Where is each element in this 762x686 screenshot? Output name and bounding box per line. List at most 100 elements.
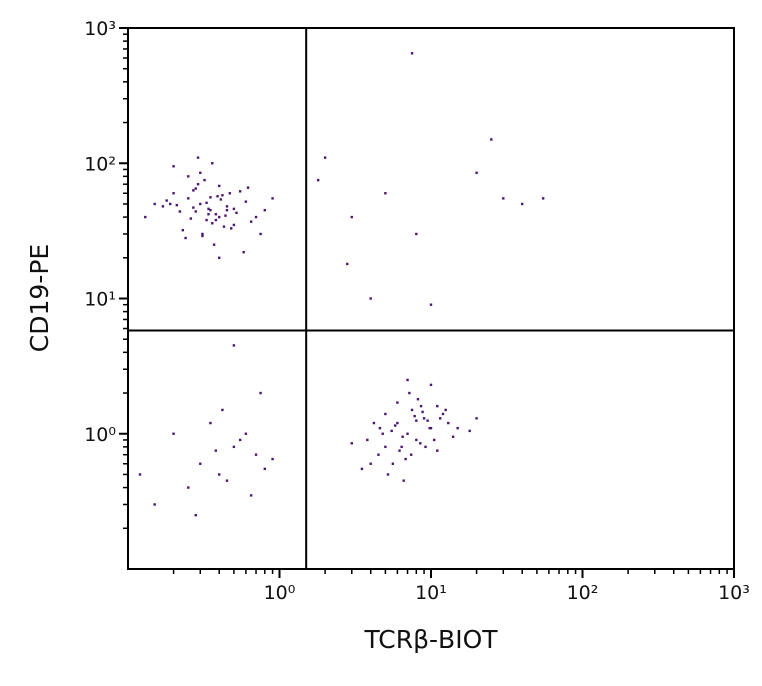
point: [384, 412, 387, 416]
point: [194, 210, 197, 213]
x-tick-label: 10¹: [415, 582, 447, 604]
point: [409, 453, 413, 456]
point: [475, 417, 478, 420]
point: [521, 202, 524, 206]
point: [194, 513, 197, 517]
point: [346, 262, 349, 266]
point: [426, 419, 429, 422]
point: [384, 192, 387, 195]
point: [429, 383, 433, 387]
point: [219, 198, 223, 201]
point: [161, 205, 165, 208]
point: [214, 218, 218, 222]
x-tick-label: 10⁰: [264, 582, 296, 604]
point: [232, 207, 236, 211]
point: [153, 202, 156, 206]
point: [444, 408, 447, 412]
point: [259, 391, 262, 395]
point: [165, 199, 168, 202]
point: [436, 449, 439, 452]
point: [422, 417, 426, 420]
point: [378, 426, 382, 430]
point: [175, 203, 179, 207]
point: [218, 473, 221, 476]
point: [228, 192, 232, 195]
point: [209, 208, 212, 212]
point: [222, 225, 226, 228]
y-tick-label: 10¹: [84, 289, 116, 311]
point: [207, 213, 210, 216]
point: [216, 195, 219, 198]
point: [271, 457, 274, 461]
point: [429, 303, 433, 306]
point: [415, 419, 418, 422]
point: [456, 426, 459, 430]
point: [244, 200, 248, 203]
x-axis-title: TCRβ-BIOT: [363, 625, 498, 654]
point: [502, 197, 505, 200]
point: [406, 432, 409, 435]
point: [189, 217, 193, 220]
point: [242, 250, 245, 254]
point: [221, 194, 224, 197]
point: [192, 206, 195, 209]
point: [416, 398, 420, 401]
point: [169, 202, 172, 206]
point: [205, 218, 208, 222]
point: [235, 211, 238, 215]
point: [187, 175, 190, 178]
point: [211, 162, 214, 165]
point: [490, 138, 493, 141]
point: [433, 438, 436, 442]
point: [402, 479, 405, 482]
point: [381, 432, 384, 435]
point: [372, 421, 376, 425]
point: [232, 223, 236, 227]
x-tick-label: 10³: [718, 582, 750, 604]
point: [184, 236, 187, 240]
point: [254, 215, 258, 219]
point: [419, 442, 422, 445]
point: [350, 215, 353, 219]
point: [232, 344, 236, 347]
point: [232, 445, 236, 449]
point: [360, 467, 364, 471]
point: [377, 453, 380, 456]
point: [410, 408, 414, 412]
point: [201, 232, 204, 236]
point: [263, 467, 267, 471]
point: [390, 429, 393, 433]
point: [436, 404, 439, 408]
point: [259, 232, 262, 236]
point: [369, 462, 372, 465]
point: [192, 189, 195, 192]
y-axis-title: CD19-PE: [25, 244, 54, 352]
point: [263, 208, 267, 212]
point: [447, 421, 450, 425]
point: [212, 243, 216, 246]
point: [187, 197, 190, 200]
point: [451, 435, 455, 438]
point: [323, 156, 327, 159]
point: [249, 494, 253, 497]
point: [207, 207, 210, 211]
point: [271, 197, 274, 200]
point: [393, 424, 397, 427]
point: [218, 184, 221, 188]
point: [238, 190, 242, 193]
point: [406, 378, 409, 382]
y-tick-label: 10³: [84, 18, 116, 40]
point: [214, 213, 218, 216]
point: [429, 426, 433, 430]
point: [401, 435, 404, 438]
point: [415, 438, 418, 442]
point: [138, 473, 142, 476]
point: [424, 445, 427, 449]
point: [187, 486, 190, 489]
plot-frame: [127, 27, 735, 570]
point: [225, 208, 229, 212]
point: [410, 52, 414, 55]
point: [475, 171, 478, 174]
